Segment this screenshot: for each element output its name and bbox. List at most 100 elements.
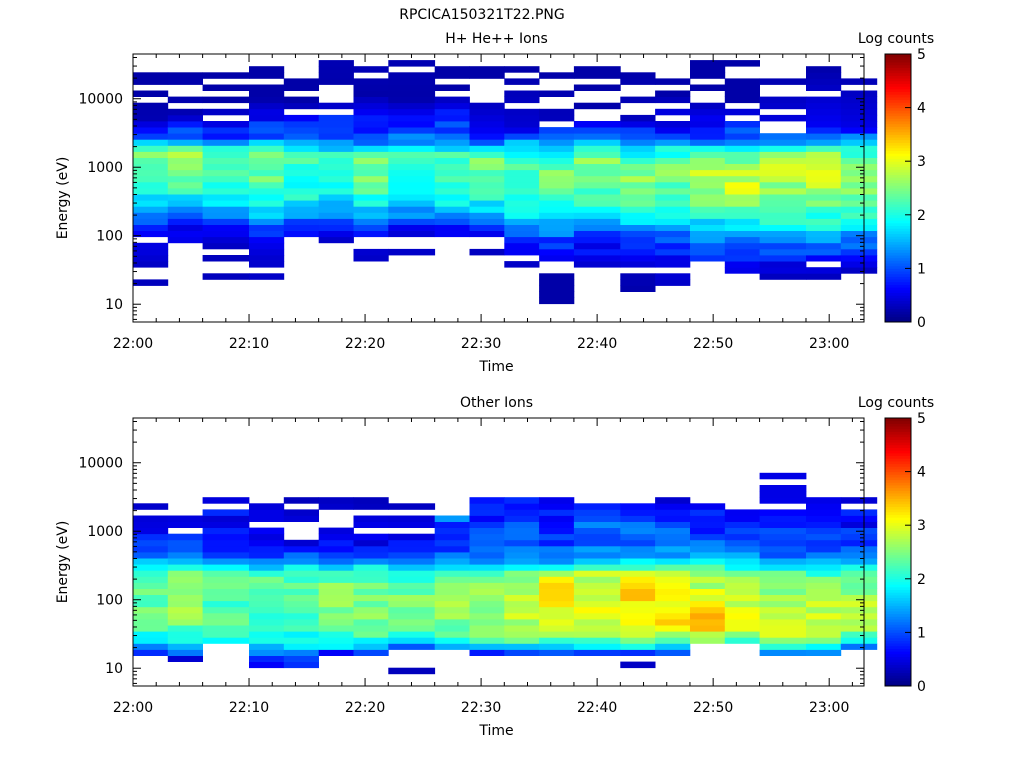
colorbar-step xyxy=(885,659,911,663)
spectrogram-cell xyxy=(759,509,807,516)
spectrogram-cell xyxy=(573,127,621,134)
spectrogram-cell xyxy=(388,102,436,110)
x-tick-label: 22:50 xyxy=(693,336,733,352)
spectrogram-cell xyxy=(690,533,726,541)
spectrogram-cell xyxy=(620,588,656,595)
y-tick-label: 10000 xyxy=(78,456,123,472)
colorbar-step xyxy=(885,423,911,427)
spectrogram-cell xyxy=(469,533,505,541)
spectrogram-cell xyxy=(690,127,726,134)
spectrogram-cell xyxy=(655,151,691,158)
spectrogram-cell xyxy=(539,527,575,535)
colorbar-step xyxy=(885,533,911,537)
colorbar-step xyxy=(885,463,911,467)
spectrogram-cell xyxy=(573,600,621,608)
colorbar-step xyxy=(885,64,911,68)
spectrogram-cell xyxy=(724,175,760,183)
spectrogram-cell xyxy=(133,206,169,213)
spectrogram-cell xyxy=(202,582,250,589)
spectrogram-cell xyxy=(133,515,169,522)
spectrogram-cell xyxy=(806,163,842,171)
spectrogram-cell xyxy=(434,194,470,201)
spectrogram-cell xyxy=(655,509,691,516)
spectrogram-cell xyxy=(620,181,656,189)
spectrogram-cell xyxy=(573,163,621,171)
spectrogram-cell xyxy=(840,78,878,85)
spectrogram-cell xyxy=(759,157,807,164)
spectrogram-cell xyxy=(620,515,656,522)
spectrogram-cell xyxy=(655,206,691,213)
spectrogram-cell xyxy=(655,643,691,650)
spectrogram-cell xyxy=(806,619,842,626)
spectrogram-cell xyxy=(690,60,726,67)
spectrogram-cell xyxy=(690,637,726,644)
spectrogram-cell xyxy=(388,503,436,510)
x-tick-label: 22:30 xyxy=(461,700,501,716)
spectrogram-cell xyxy=(573,72,621,79)
spectrogram-cell xyxy=(388,545,436,553)
spectrogram-cell xyxy=(655,279,691,286)
spectrogram-cell xyxy=(806,139,842,146)
colorbar-step xyxy=(885,182,911,186)
spectrogram-cell xyxy=(539,606,575,614)
spectrogram-cell xyxy=(759,261,807,268)
x-tick-label: 22:40 xyxy=(577,700,617,716)
spectrogram-cell xyxy=(573,224,621,231)
spectrogram-cell xyxy=(133,78,169,85)
spectrogram-cell xyxy=(434,533,470,541)
spectrogram-cell xyxy=(840,188,878,195)
spectrogram-cell xyxy=(388,169,436,177)
spectrogram-cell xyxy=(573,242,621,250)
spectrogram-cell xyxy=(806,66,842,73)
spectrogram-cell xyxy=(573,236,621,244)
spectrogram-cell xyxy=(806,145,842,152)
spectrogram-cell xyxy=(388,90,436,97)
spectrogram-cell xyxy=(202,236,250,244)
spectrogram-cell xyxy=(434,552,470,559)
spectrogram-cell xyxy=(469,200,505,207)
colorbar-step xyxy=(885,608,911,612)
spectrogram-cell xyxy=(655,218,691,225)
spectrogram-cell xyxy=(840,564,878,571)
spectrogram-cell xyxy=(759,212,807,219)
spectrogram-cell xyxy=(353,552,389,559)
spectrogram-cell xyxy=(388,224,436,231)
spectrogram-cell xyxy=(759,267,807,274)
spectrogram-cell xyxy=(655,582,691,589)
spectrogram-cell xyxy=(353,533,389,541)
spectrogram-cell xyxy=(167,606,203,614)
spectrogram-cell xyxy=(539,503,575,510)
colorbar-step xyxy=(885,586,911,591)
spectrogram-cell xyxy=(202,521,250,528)
spectrogram-cell xyxy=(388,552,436,559)
spectrogram-cell xyxy=(620,139,656,146)
spectrogram-cell xyxy=(573,545,621,553)
spectrogram-cell xyxy=(759,588,807,595)
spectrogram-cell xyxy=(620,96,656,104)
spectrogram-cell xyxy=(434,66,470,73)
spectrogram-cell xyxy=(167,169,203,177)
spectrogram-cell xyxy=(620,503,656,510)
spectrogram-cell xyxy=(620,509,656,516)
spectrogram-cell xyxy=(202,175,250,183)
colorbar-step xyxy=(885,257,911,261)
spectrogram-cell xyxy=(724,576,760,583)
colorbar-step xyxy=(885,206,911,210)
colorbar-step xyxy=(885,648,911,652)
spectrogram-cell xyxy=(283,230,319,238)
colorbar-step xyxy=(885,268,911,272)
spectrogram-cell xyxy=(840,637,878,644)
spectrogram-cell xyxy=(318,497,354,504)
spectrogram-cell xyxy=(434,84,470,91)
spectrogram-cell xyxy=(318,631,354,638)
colorbar-step xyxy=(885,476,911,481)
colorbar-step xyxy=(885,672,911,676)
colorbar-step xyxy=(885,244,911,248)
spectrogram-cell xyxy=(504,612,540,620)
spectrogram-cell xyxy=(690,503,726,510)
colorbar-step xyxy=(885,303,911,307)
spectrogram-cell xyxy=(434,72,470,79)
spectrogram-cell xyxy=(840,236,878,244)
spectrogram-cell xyxy=(283,643,319,650)
spectrogram-cell xyxy=(318,127,354,134)
